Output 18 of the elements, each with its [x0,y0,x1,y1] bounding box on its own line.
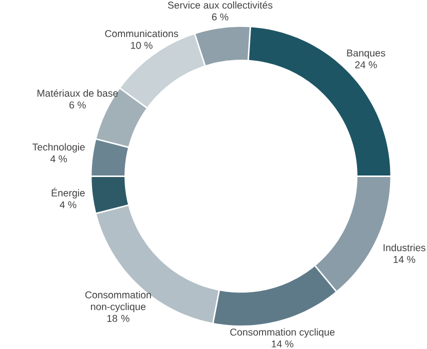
data-label: 14 % [272,340,294,348]
data-label: 4 % [60,201,76,208]
data-label: 18 % [107,315,130,322]
slice-label: Banques [347,50,386,59]
data-label: 6 % [212,14,228,21]
slice-label: Énergie [52,188,85,199]
data-label: 14 % [394,256,416,264]
slice-label: Service aux collectivités [168,1,272,9]
slice-label: Communications [105,30,178,38]
slice-label: Consommation cyclique [230,328,335,338]
data-label: 4 % [50,156,67,162]
slice-label: Matériaux de base [38,90,118,97]
slice-label: Consommation non-cyclique [85,291,151,312]
data-label: 10 % [131,42,152,50]
slice-label: Technologie [32,143,85,153]
slice-label: Industries [384,244,426,252]
data-label: 24 % [355,61,377,68]
data-label: 6 % [69,102,86,109]
